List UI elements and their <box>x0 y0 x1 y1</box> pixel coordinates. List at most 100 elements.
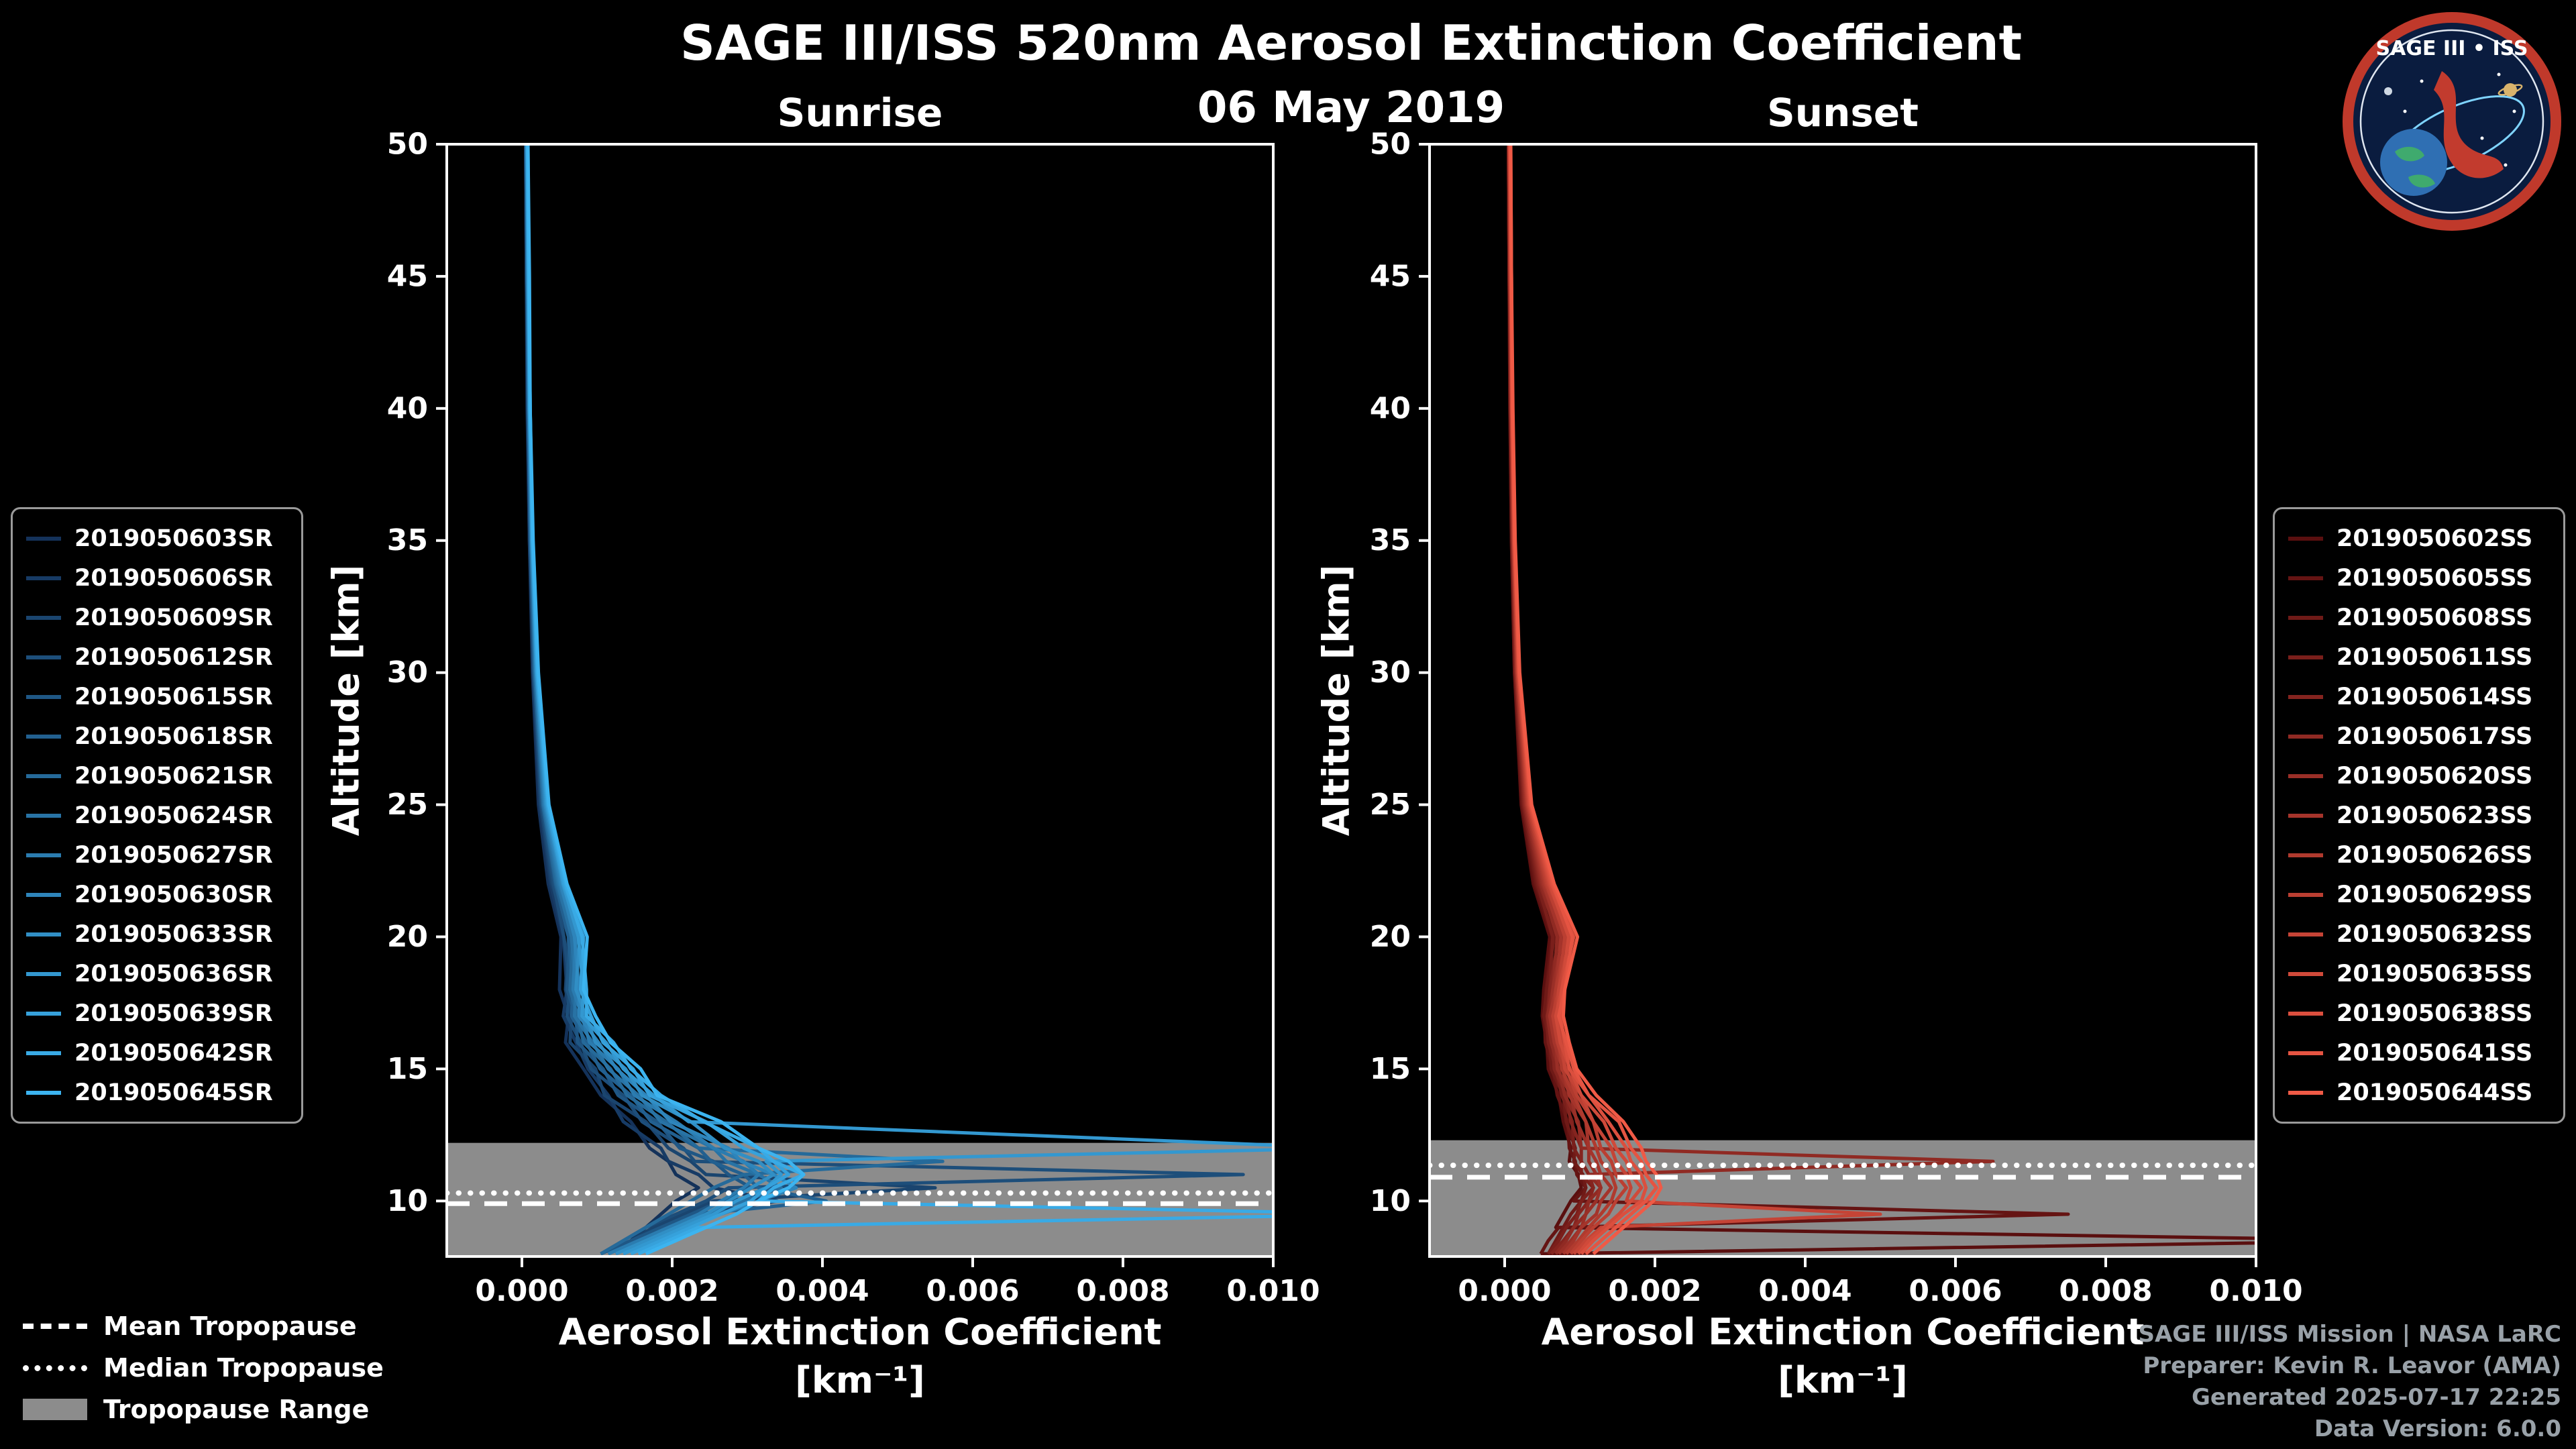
y-tick-label: 30 <box>1370 655 1411 690</box>
series-color-swatch <box>2288 615 2323 620</box>
series-label: 2019050617SS <box>2337 722 2533 750</box>
x-axis-label-sunset: Aerosol Extinction Coefficient [km⁻¹] <box>1542 1308 2145 1405</box>
page-title: SAGE III/ISS 520nm Aerosol Extinction Co… <box>680 15 2023 71</box>
legend-item: 2019050641SS <box>2288 1033 2563 1073</box>
logo-moon <box>2384 87 2392 95</box>
profile-line <box>525 144 945 1256</box>
x-tick-label: 0.004 <box>775 1274 869 1308</box>
profile-line <box>1507 144 2256 1256</box>
series-label: 2019050626SS <box>2337 841 2533 869</box>
tropopause-range-label: Tropopause Range <box>103 1395 370 1424</box>
y-tick-label: 20 <box>1370 920 1411 954</box>
profile-line <box>1509 144 1658 1255</box>
series-color-swatch <box>26 576 61 580</box>
series-label: 2019050638SS <box>2337 1000 2533 1027</box>
axes-frame <box>445 143 1275 1258</box>
plot-area-sunrise <box>447 144 1273 1256</box>
series-label: 2019050641SS <box>2337 1039 2533 1067</box>
series-color-swatch <box>2288 1051 2323 1055</box>
profile-line <box>525 144 828 1256</box>
series-label: 2019050618SR <box>74 722 273 750</box>
series-color-swatch <box>26 694 61 699</box>
profile-line <box>525 144 791 1256</box>
median-tropopause-label: Median Tropopause <box>103 1353 384 1383</box>
profile-line <box>524 144 937 1256</box>
logo-planet-ring <box>2498 84 2523 96</box>
series-label: 2019050639SR <box>74 1000 273 1027</box>
series-label: 2019050612SR <box>74 643 273 671</box>
profile-line <box>524 144 1245 1256</box>
sunrise-legend: 2019050603SR 2019050606SR 2019050609SR 2019… <box>11 507 303 1124</box>
panel-title-sunrise: Sunrise <box>777 90 943 136</box>
series-label: 2019050614SS <box>2337 683 2533 710</box>
series-label: 2019050636SR <box>74 960 273 987</box>
median-tropopause-legend-item: Median Tropopause <box>23 1347 384 1389</box>
x-tick-label: 0.002 <box>625 1274 718 1308</box>
series-label: 2019050624SR <box>74 802 273 829</box>
series-color-swatch <box>2288 576 2323 580</box>
series-color-swatch <box>2288 536 2323 541</box>
profile-line <box>526 144 1273 1256</box>
tropopause-range-band <box>447 1142 1273 1256</box>
tropopause-range-legend-item: Tropopause Range <box>23 1389 384 1430</box>
legend-item: 2019050606SR <box>26 558 301 598</box>
legend-item: 2019050609SR <box>26 598 301 637</box>
y-tick-label: 35 <box>387 523 428 557</box>
y-tick-label: 25 <box>387 788 428 822</box>
legend-item: 2019050611SS <box>2288 637 2563 677</box>
sunset-legend: 2019050602SS 2019050605SS 2019050608SS 2019… <box>2273 507 2565 1124</box>
series-color-swatch <box>2288 892 2323 897</box>
x-tick-label: 0.006 <box>1909 1274 2002 1308</box>
series-color-swatch <box>26 971 61 976</box>
logo-inner-ring <box>2359 29 2544 214</box>
legend-item: 2019050614SS <box>2288 677 2563 716</box>
series-color-swatch <box>26 892 61 897</box>
series-label: 2019050608SS <box>2337 604 2533 631</box>
logo-text: SAGE III • ISS <box>2376 37 2528 60</box>
tropopause-legend: Mean Tropopause Median Tropopause Tropop… <box>23 1305 384 1430</box>
series-color-swatch <box>2288 971 2323 976</box>
x-axis-label-sunrise: Aerosol Extinction Coefficient [km⁻¹] <box>559 1308 1162 1405</box>
y-tick-label: 30 <box>387 655 428 690</box>
series-color-swatch <box>2288 1090 2323 1095</box>
series-color-swatch <box>26 1011 61 1016</box>
dotted-line-swatch <box>23 1364 87 1371</box>
legend-item: 2019050633SR <box>26 914 301 954</box>
series-label: 2019050621SR <box>74 762 273 790</box>
series-label: 2019050629SS <box>2337 881 2533 908</box>
series-color-swatch <box>26 853 61 857</box>
series-color-swatch <box>26 813 61 818</box>
y-tick-label: 40 <box>387 391 428 425</box>
x-tick-label: 0.004 <box>1758 1274 1851 1308</box>
panel-title-sunset: Sunset <box>1767 90 1919 136</box>
y-tick-label: 35 <box>1370 523 1411 557</box>
series-label: 2019050611SS <box>2337 643 2533 671</box>
x-axis-label-text: Aerosol Extinction Coefficient <box>558 1311 1162 1353</box>
legend-item: 2019050629SS <box>2288 875 2563 914</box>
legend-item: 2019050638SS <box>2288 994 2563 1033</box>
legend-item: 2019050642SR <box>26 1033 301 1073</box>
x-tick-label: 0.008 <box>2059 1274 2152 1308</box>
series-label: 2019050645SR <box>74 1079 273 1106</box>
credit-line-preparer: Preparer: Kevin R. Leavor (AMA) <box>2143 1352 2561 1379</box>
x-tick-label: 0.010 <box>1226 1274 1320 1308</box>
series-color-swatch <box>2288 694 2323 699</box>
dashed-line-swatch <box>23 1324 87 1329</box>
logo-planet <box>2504 83 2517 97</box>
legend-item: 2019050626SS <box>2288 835 2563 875</box>
y-tick-label: 10 <box>387 1184 428 1218</box>
series-color-swatch <box>26 1051 61 1055</box>
y-tick-label: 50 <box>387 127 428 162</box>
x-tick-label: 0.008 <box>1076 1274 1169 1308</box>
series-label: 2019050602SS <box>2337 525 2533 552</box>
legend-item: 2019050608SS <box>2288 598 2563 637</box>
credits: SAGE III/ISS Mission | NASA LaRC Prepare… <box>2139 1319 2562 1445</box>
series-label: 2019050623SS <box>2337 802 2533 829</box>
x-tick-label: 0.002 <box>1608 1274 1701 1308</box>
mean-tropopause-legend-item: Mean Tropopause <box>23 1305 384 1347</box>
x-tick-label: 0.000 <box>475 1274 568 1308</box>
profile-line <box>526 144 806 1256</box>
logo-stars <box>2403 72 2516 167</box>
